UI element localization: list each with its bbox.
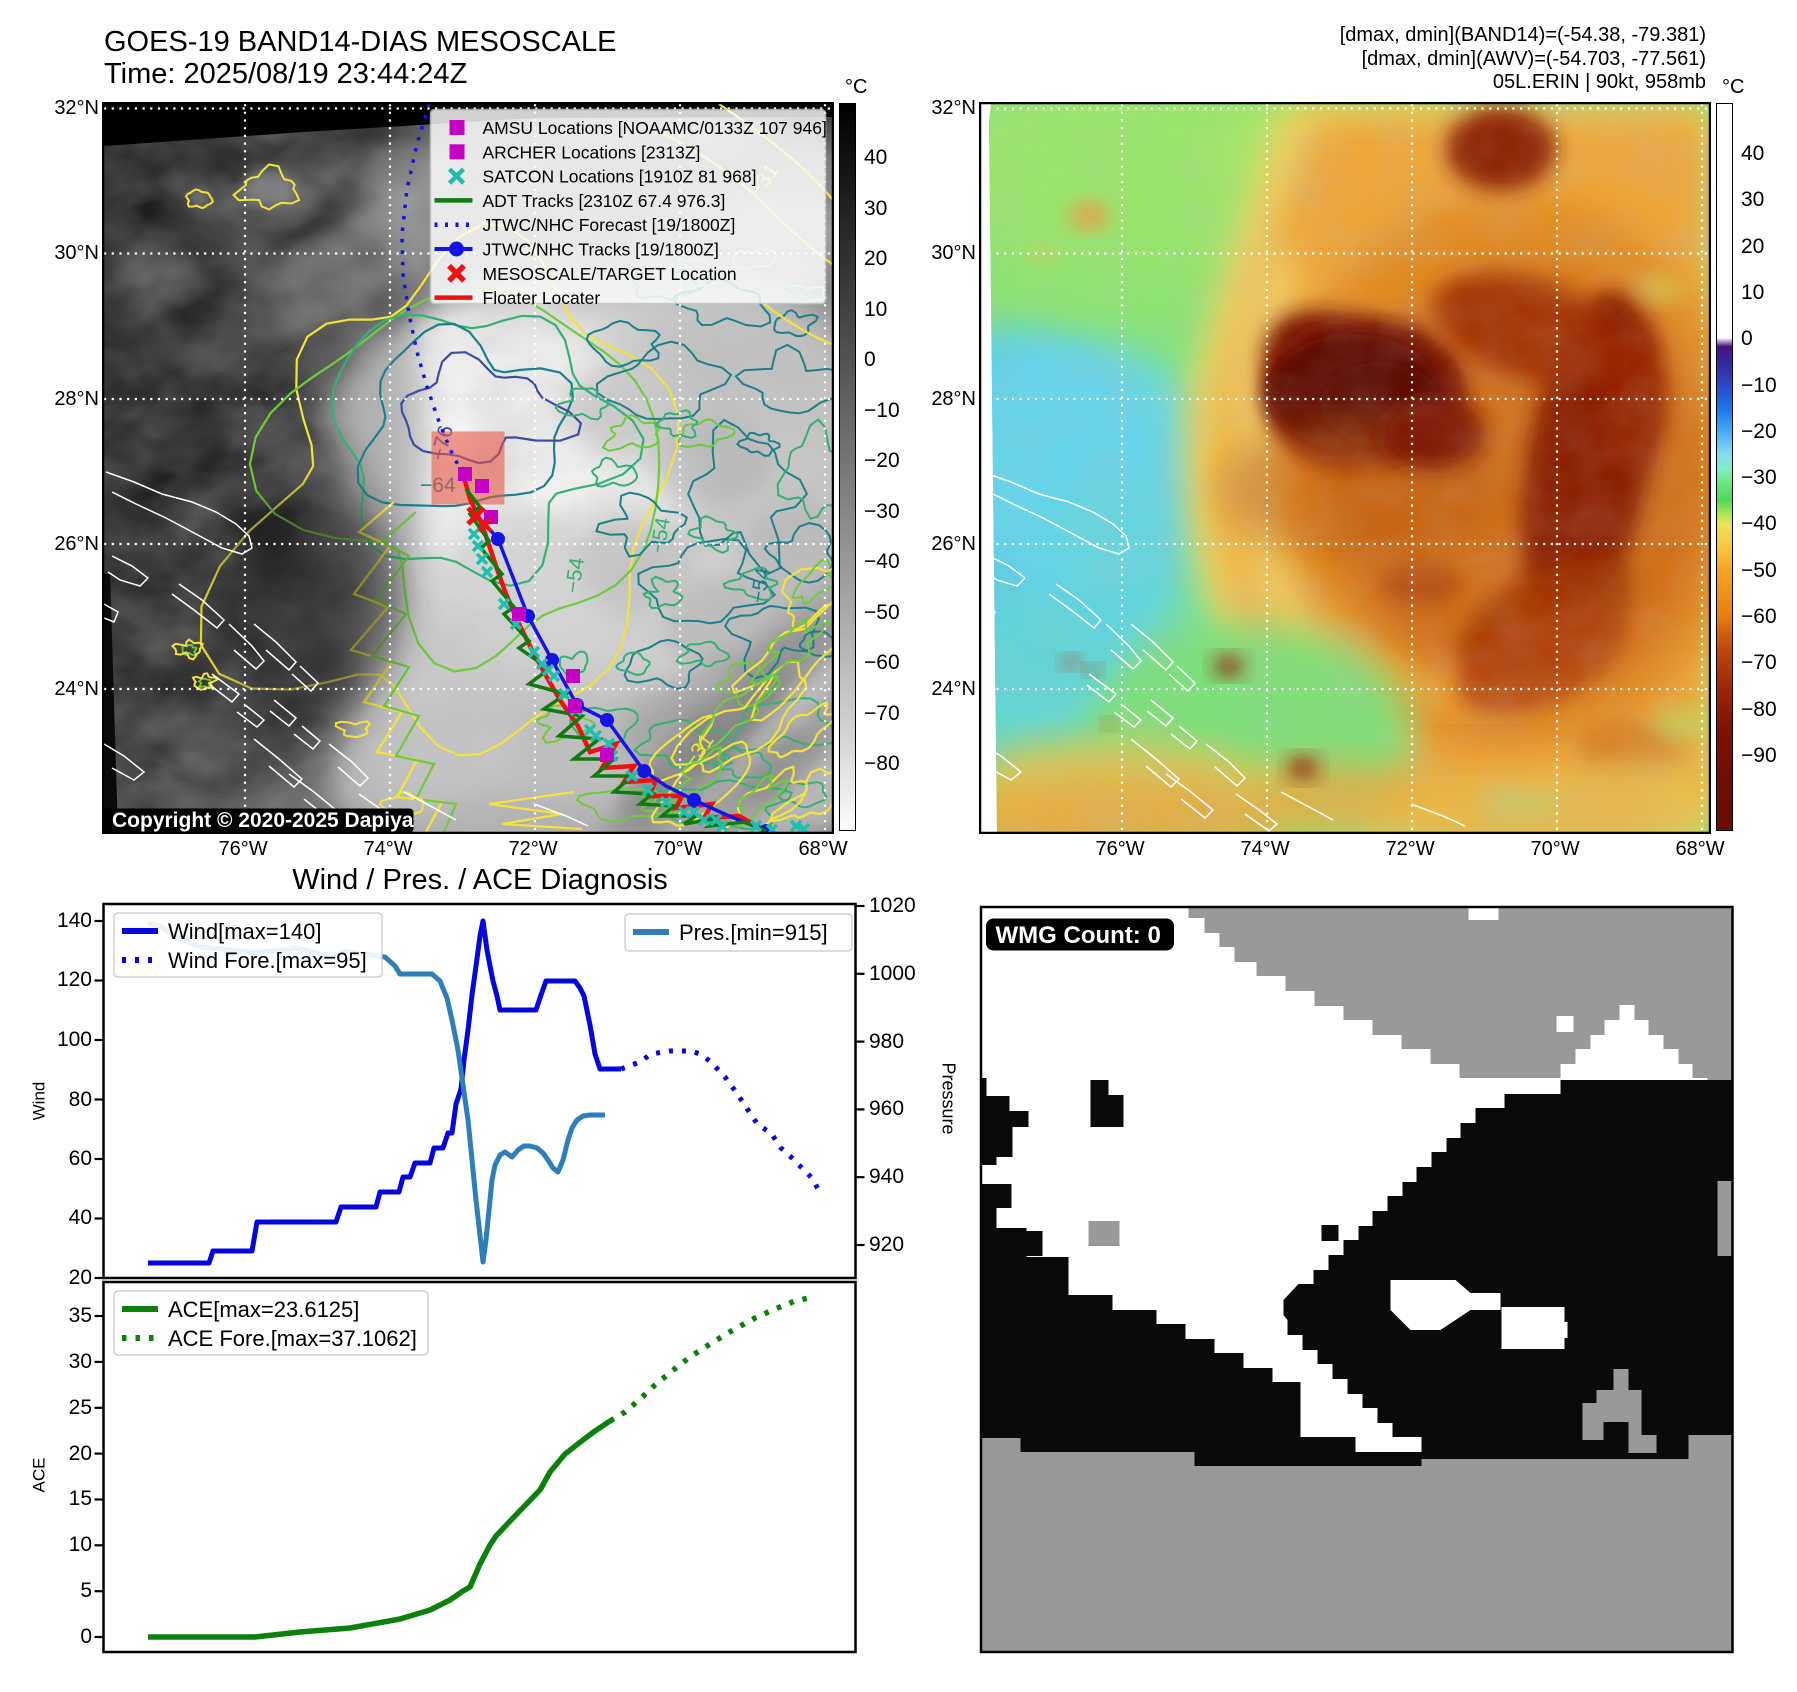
svg-text:JTWC/NHC Forecast [19/1800Z]: JTWC/NHC Forecast [19/1800Z] (482, 215, 735, 235)
svg-text:Wind[max=140]: Wind[max=140] (168, 919, 321, 944)
svg-text:SATCON Locations [1910Z 81 968: SATCON Locations [1910Z 81 968] (482, 166, 756, 186)
svg-text:ACE Fore.[max=37.1062]: ACE Fore.[max=37.1062] (168, 1326, 417, 1351)
svg-text:ACE[max=23.6125]: ACE[max=23.6125] (168, 1297, 359, 1322)
svg-text:Pres.[min=915]: Pres.[min=915] (679, 920, 828, 945)
svg-text:ARCHER Locations [2313Z]: ARCHER Locations [2313Z] (482, 142, 700, 162)
svg-text:MESOSCALE/TARGET Location: MESOSCALE/TARGET Location (482, 263, 736, 283)
svg-text:Copyright © 2020-2025 Dapiya: Copyright © 2020-2025 Dapiya (112, 809, 414, 832)
svg-text:JTWC/NHC Tracks [19/1800Z]: JTWC/NHC Tracks [19/1800Z] (482, 239, 718, 259)
svg-text:AMSU Locations [NOAAMC/0133Z 1: AMSU Locations [NOAAMC/0133Z 107 946] (482, 118, 826, 138)
svg-text:Wind Fore.[max=95]: Wind Fore.[max=95] (168, 948, 367, 973)
svg-text:WMG Count: 0: WMG Count: 0 (995, 922, 1160, 949)
svg-text:−54: −54 (561, 555, 589, 594)
svg-text:Floater Locater: Floater Locater (482, 288, 600, 308)
svg-text:ADT Tracks [2310Z 67.4 976.3]: ADT Tracks [2310Z 67.4 976.3] (482, 190, 725, 210)
